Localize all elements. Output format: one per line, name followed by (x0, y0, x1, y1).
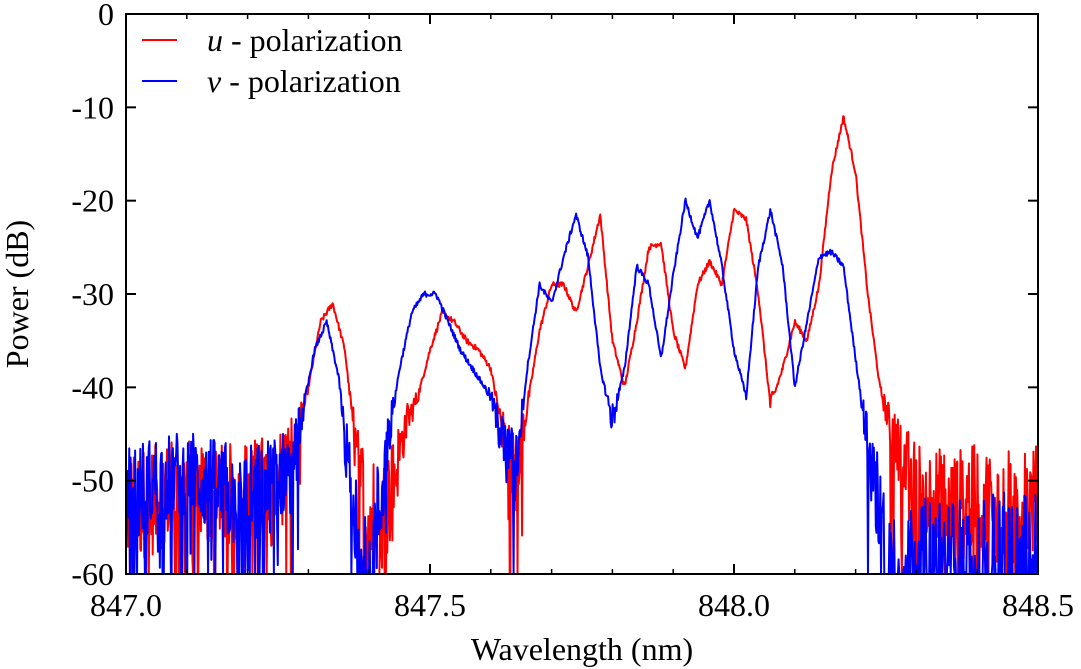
y-tick-label: -20 (71, 183, 114, 219)
x-tick-label: 848.0 (698, 587, 770, 623)
labels-layer: 847.0 847.5 848.0 848.5 0 -10 -20 -30 -40 -50 -60 (71, 0, 1074, 623)
y-tick-label: 0 (98, 0, 114, 32)
ticks-layer (125, 13, 1039, 575)
legend-symbol: v (207, 63, 222, 99)
legend-label-u: u - polarization (207, 22, 402, 58)
y-tick-label: -60 (71, 556, 114, 592)
legend-suffix: - polarization (221, 63, 400, 99)
series-layer (126, 115, 1038, 574)
y-axis-title: Power (dB) (0, 220, 35, 368)
x-tick-label: 847.0 (90, 587, 162, 623)
series-line-v-polarization (126, 197, 1038, 574)
legend-symbol: u (207, 22, 223, 58)
y-tick-label: -10 (71, 89, 114, 125)
x-tick-label: 847.5 (394, 587, 466, 623)
y-tick-label: -50 (71, 463, 114, 499)
y-tick-label: -40 (71, 369, 114, 405)
legend-label-v: v - polarization (207, 63, 401, 99)
y-tick-label: -30 (71, 276, 114, 312)
legend-suffix: - polarization (223, 22, 402, 58)
x-tick-label: 848.5 (1002, 587, 1074, 623)
x-axis-title: Wavelength (nm) (471, 631, 693, 667)
